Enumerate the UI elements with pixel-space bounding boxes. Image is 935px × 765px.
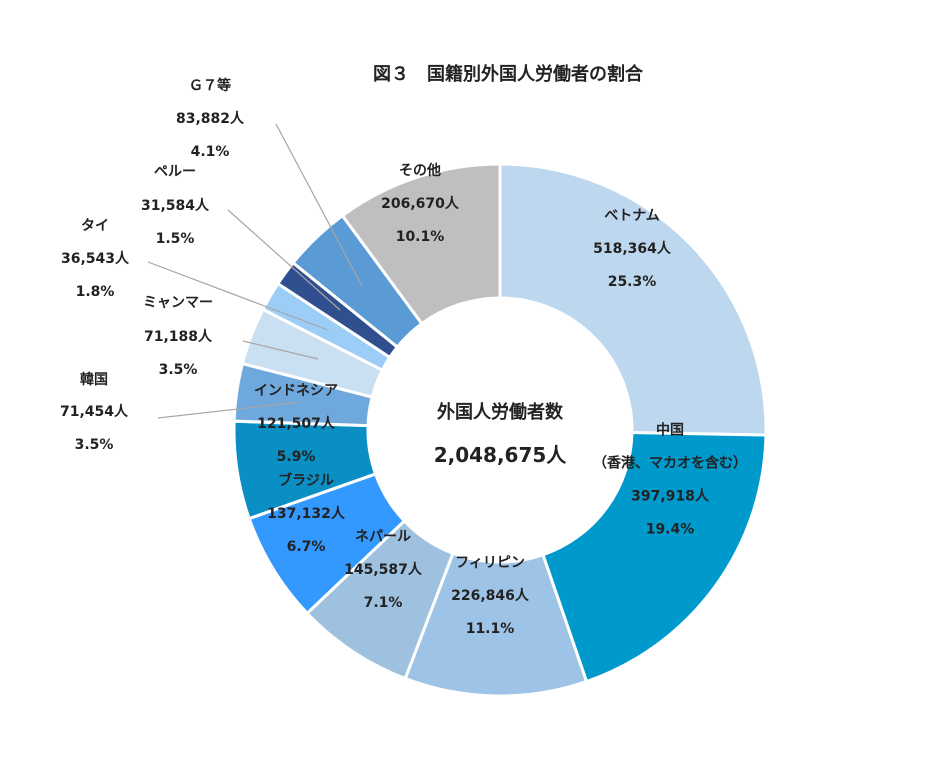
slice-8-name: タイ: [81, 218, 109, 234]
slice-1-name-sub: （香港、マカオを含む）: [593, 455, 747, 472]
slice-10-percent: 4.1%: [191, 144, 230, 160]
slice-4-value-label: 137,132人: [267, 505, 346, 522]
slice-2-value-label: 226,846人: [451, 587, 530, 604]
slice-labels-group: ベトナム 518,364人 25.3% 中国 （香港、マカオを含む） 397,918人 19…: [60, 77, 747, 637]
slice-5-percent: 5.9%: [277, 449, 316, 465]
slice-3-name: ネパール: [355, 529, 411, 545]
slice-6-leader-line: [157, 401, 301, 419]
slice-0-percent: 25.3%: [608, 274, 657, 290]
slice-10-value-label: 83,882人: [176, 110, 245, 127]
slice-10-name: Ｇ７等: [189, 77, 231, 94]
center-total: 2,048,675人: [434, 443, 568, 467]
slices-group: [232, 162, 768, 698]
slice-8-leader-line: [147, 261, 329, 331]
slice-0-value-label: 518,364人: [593, 240, 672, 257]
slice-9-leader-line: [227, 209, 341, 311]
slice-11-percent: 10.1%: [396, 229, 445, 245]
slice-11-value-label: 206,670人: [381, 195, 460, 212]
slice-9-percent: 1.5%: [156, 231, 195, 247]
slice-5-value-label: 121,507人: [257, 415, 336, 432]
slice-4-percent: 6.7%: [287, 539, 326, 555]
slice-8-percent: 1.8%: [76, 284, 115, 300]
center-label: 外国人労働者数: [437, 401, 564, 423]
slice-9-name: ペルー: [154, 164, 196, 180]
slice-0-name: ベトナム: [604, 208, 660, 224]
slice-1-wedge: [541, 430, 768, 684]
leader-lines-group: [147, 123, 363, 419]
slice-11-name: その他: [399, 162, 441, 179]
slice-5-name: インドネシア: [254, 383, 338, 399]
slice-3-value-label: 145,587人: [344, 561, 423, 578]
slice-3-percent: 7.1%: [364, 595, 403, 611]
slice-6-percent: 3.5%: [75, 437, 114, 453]
slice-6-value-label: 71,454人: [60, 403, 129, 420]
slice-4-name: ブラジル: [278, 472, 334, 489]
slice-6-name: 韓国: [80, 371, 108, 388]
slice-1-name: 中国: [656, 422, 684, 439]
slice-7-percent: 3.5%: [159, 362, 198, 378]
slice-8-value-label: 36,543人: [61, 250, 130, 267]
slice-2-name: フィリピン: [455, 555, 525, 571]
slice-0-wedge: [498, 162, 768, 437]
slice-9-value-label: 31,584人: [141, 197, 210, 214]
slice-2-percent: 11.1%: [466, 621, 515, 637]
slice-1-percent: 19.4%: [646, 522, 695, 538]
slice-11-wedge: [340, 162, 502, 326]
slice-10-leader-line: [275, 123, 363, 287]
chart-title: 図３ 国籍別外国人労働者の割合: [373, 63, 644, 85]
slice-7-leader-line: [242, 340, 319, 360]
slice-7-name: ミャンマー: [143, 295, 213, 311]
slice-7-value-label: 71,188人: [144, 328, 213, 345]
slice-1-value-label: 397,918人: [631, 488, 710, 505]
